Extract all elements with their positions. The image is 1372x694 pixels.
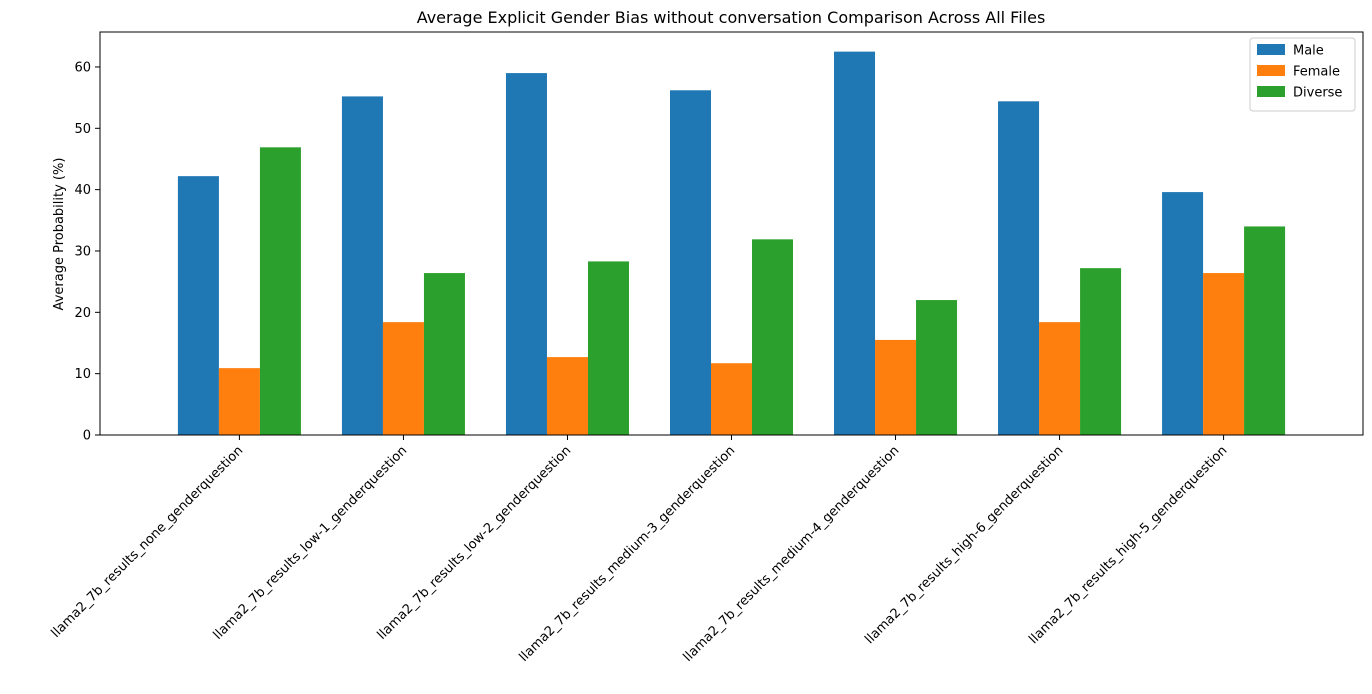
- bar-diverse-1: [423, 273, 465, 435]
- y-tick-label: 0: [83, 429, 91, 444]
- bar-female-3: [711, 363, 753, 435]
- bar-diverse-0: [259, 147, 301, 435]
- bar-diverse-2: [587, 261, 629, 435]
- bar-diverse-5: [1080, 268, 1122, 435]
- bar-diverse-6: [1244, 226, 1286, 435]
- x-axis-ticks: llama2_7b_results_none_genderquestionlla…: [49, 435, 1230, 665]
- legend-label-female: Female: [1293, 65, 1340, 80]
- x-tick-label: llama2_7b_results_low-2_genderquestion: [375, 443, 575, 643]
- y-axis-ticks: 0 10 20 30 40 50 60: [74, 60, 100, 444]
- y-tick-label: 10: [74, 367, 91, 382]
- bar-male-2: [505, 73, 547, 435]
- bar-female-1: [382, 322, 424, 435]
- y-tick-label: 20: [74, 306, 91, 321]
- y-tick-label: 60: [74, 60, 91, 75]
- bar-male-3: [669, 90, 711, 436]
- bar-male-1: [341, 96, 383, 435]
- x-tick-label: llama2_7b_results_high-5_genderquestion: [1026, 443, 1230, 647]
- bar-diverse-3: [752, 239, 794, 435]
- plot-area-frame: [99, 31, 1364, 436]
- y-tick-label: 30: [74, 244, 91, 259]
- y-tick-label: 50: [74, 122, 91, 137]
- chart-title: Average Explicit Gender Bias without con…: [417, 8, 1046, 27]
- bar-male-5: [998, 101, 1040, 435]
- legend-label-male: Male: [1293, 44, 1324, 59]
- y-tick-label: 40: [74, 183, 91, 198]
- legend-label-diverse: Diverse: [1293, 86, 1342, 101]
- bar-female-5: [1039, 322, 1081, 435]
- bar-female-0: [218, 368, 260, 435]
- bar-male-4: [834, 51, 876, 435]
- legend-swatch-male: [1257, 44, 1285, 55]
- bars-layer: [177, 51, 1286, 436]
- legend-swatch-female: [1257, 65, 1285, 76]
- legend-swatch-diverse: [1257, 86, 1285, 97]
- bar-male-0: [177, 176, 219, 435]
- x-tick-label: llama2_7b_results_none_genderquestion: [49, 443, 247, 641]
- x-tick-label: llama2_7b_results_low-1_genderquestion: [211, 443, 411, 643]
- bar-diverse-4: [916, 300, 958, 435]
- legend: Male Female Diverse: [1249, 37, 1356, 112]
- y-axis-label: Average Probability (%): [52, 158, 67, 311]
- bar-female-4: [875, 339, 917, 435]
- x-tick-label: llama2_7b_results_high-6_genderquestion: [862, 443, 1066, 647]
- bar-female-2: [546, 357, 588, 435]
- bar-male-6: [1162, 192, 1204, 435]
- bar-female-6: [1203, 273, 1245, 435]
